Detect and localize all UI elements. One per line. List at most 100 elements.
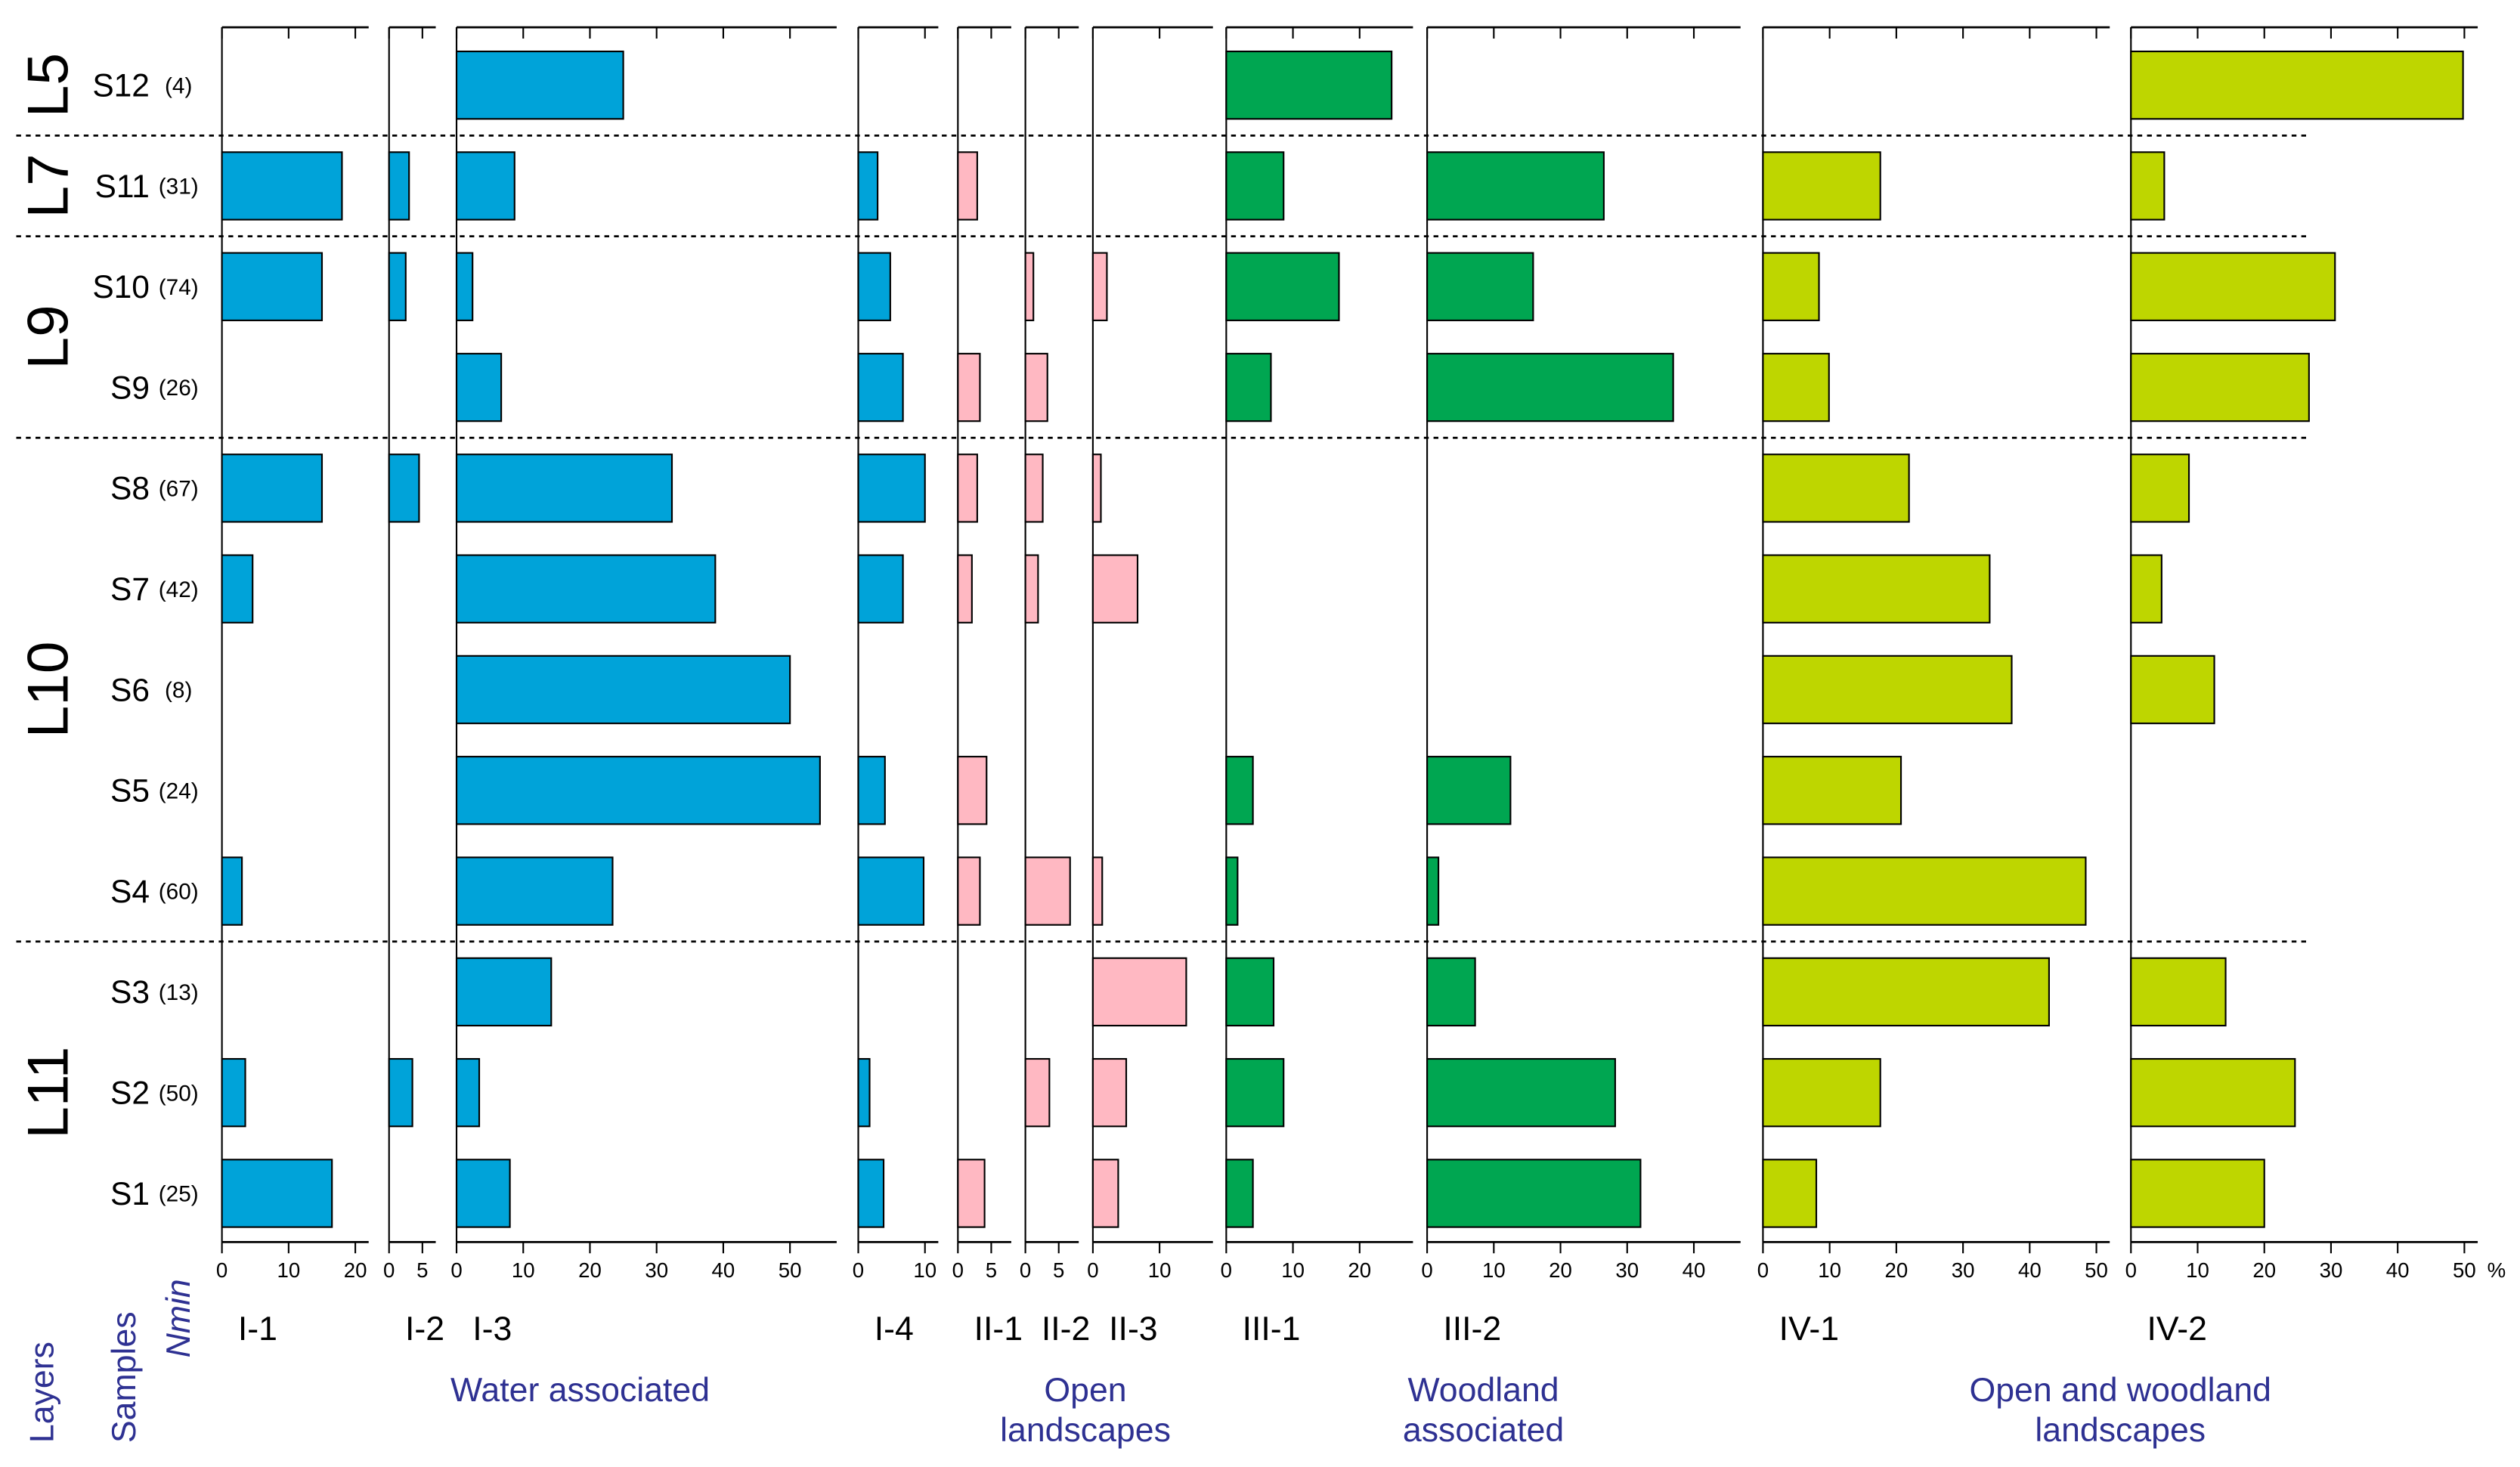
bar: [1024, 252, 1035, 321]
x-tick-label: 0: [1087, 1258, 1098, 1282]
bar: [221, 151, 343, 221]
sample-label: S4: [110, 874, 150, 910]
bar: [1762, 655, 2013, 725]
nmin-label: (13): [159, 980, 199, 1005]
x-tick-label: 40: [712, 1258, 735, 1282]
bar: [1225, 1159, 1254, 1228]
group-label: Open: [1044, 1372, 1126, 1409]
group-label: landscapes: [1000, 1412, 1171, 1449]
bar: [455, 1159, 511, 1228]
bar: [1426, 151, 1605, 221]
x-tick-label: 5: [416, 1258, 428, 1282]
bar: [857, 554, 904, 624]
bar: [857, 352, 904, 422]
panel-title: II-1: [974, 1311, 1023, 1348]
bar: [1762, 856, 2087, 926]
x-tick-label: 20: [1549, 1258, 1572, 1282]
sample-label: S7: [110, 572, 150, 608]
sample-label: S11: [94, 169, 149, 205]
bar: [1426, 352, 1674, 422]
bar: [1762, 252, 1820, 321]
bar: [388, 151, 410, 221]
bar: [857, 756, 886, 825]
bar: [1762, 151, 1881, 221]
x-tick-label: 10: [1818, 1258, 1841, 1282]
x-tick-label: 0: [1020, 1258, 1031, 1282]
nmin-label: (4): [165, 73, 192, 98]
panel-title: II-2: [1042, 1311, 1090, 1348]
bar: [1426, 957, 1476, 1027]
x-tick-label: 0: [1221, 1258, 1232, 1282]
layer-label: L11: [17, 1047, 81, 1139]
bar: [1426, 1159, 1642, 1228]
panel-title: I-4: [875, 1311, 914, 1348]
bar: [455, 50, 624, 120]
sample-label: S2: [110, 1076, 150, 1112]
sample-label: S3: [110, 975, 150, 1010]
layer-label: L10: [17, 642, 81, 738]
bar: [221, 856, 243, 926]
unit-label: %: [2487, 1258, 2506, 1282]
x-tick-label: 10: [1482, 1258, 1506, 1282]
panel-title: I-2: [405, 1311, 444, 1348]
x-tick-label: 30: [645, 1258, 668, 1282]
panel-title: IV-1: [1779, 1311, 1839, 1348]
x-tick-label: 10: [2186, 1258, 2209, 1282]
bar: [2130, 655, 2215, 725]
panel-title: IV-2: [2147, 1311, 2207, 1348]
bar: [1762, 352, 1830, 422]
x-tick-label: 40: [2018, 1258, 2042, 1282]
bar: [1426, 856, 1440, 926]
bar: [455, 856, 614, 926]
layer-label: L5: [17, 53, 81, 117]
bar: [1225, 50, 1393, 120]
panel-title: III-1: [1243, 1311, 1301, 1348]
nmin-label: (50): [159, 1081, 199, 1106]
layer-label: L7: [17, 153, 81, 218]
panel-title: III-2: [1443, 1311, 1501, 1348]
x-tick-label: 40: [2386, 1258, 2410, 1282]
x-tick-label: 10: [512, 1258, 535, 1282]
bar: [2130, 1159, 2265, 1228]
bar: [2130, 352, 2310, 422]
bar: [957, 352, 981, 422]
bar: [1024, 856, 1071, 926]
bar: [1225, 957, 1275, 1027]
bar: [957, 151, 978, 221]
x-tick-label: 20: [578, 1258, 602, 1282]
bar: [1091, 1159, 1119, 1228]
bar: [1762, 1159, 1818, 1228]
bar: [857, 151, 879, 221]
bar: [455, 151, 515, 221]
bar: [1762, 1057, 1881, 1128]
x-tick-label: 10: [277, 1258, 300, 1282]
bar: [2130, 957, 2227, 1027]
nmin-label: (25): [159, 1182, 199, 1207]
sample-label: S8: [110, 472, 150, 507]
x-tick-label: 0: [952, 1258, 964, 1282]
panel-title: I-3: [472, 1311, 512, 1348]
bar: [455, 453, 673, 523]
bar: [1762, 453, 1910, 523]
bar: [1762, 554, 1991, 624]
sample-label: S10: [92, 270, 150, 305]
x-tick-label: 10: [1148, 1258, 1172, 1282]
axis-label: Samples: [106, 1311, 143, 1443]
bar: [221, 252, 324, 321]
x-tick-label: 50: [2453, 1258, 2476, 1282]
group-label: associated: [1403, 1412, 1564, 1449]
x-tick-label: 20: [1348, 1258, 1371, 1282]
bar: [221, 1057, 246, 1128]
x-tick-label: 50: [779, 1258, 802, 1282]
x-tick-label: 10: [913, 1258, 936, 1282]
bar: [388, 1057, 413, 1128]
bar: [2130, 252, 2336, 321]
x-tick-label: 30: [1615, 1258, 1639, 1282]
bar: [1091, 252, 1108, 321]
x-tick-label: 20: [344, 1258, 367, 1282]
sample-label: S6: [110, 673, 150, 708]
group-label: Open and woodland: [1970, 1372, 2271, 1409]
bar: [1024, 1057, 1051, 1128]
bar: [1091, 1057, 1128, 1128]
